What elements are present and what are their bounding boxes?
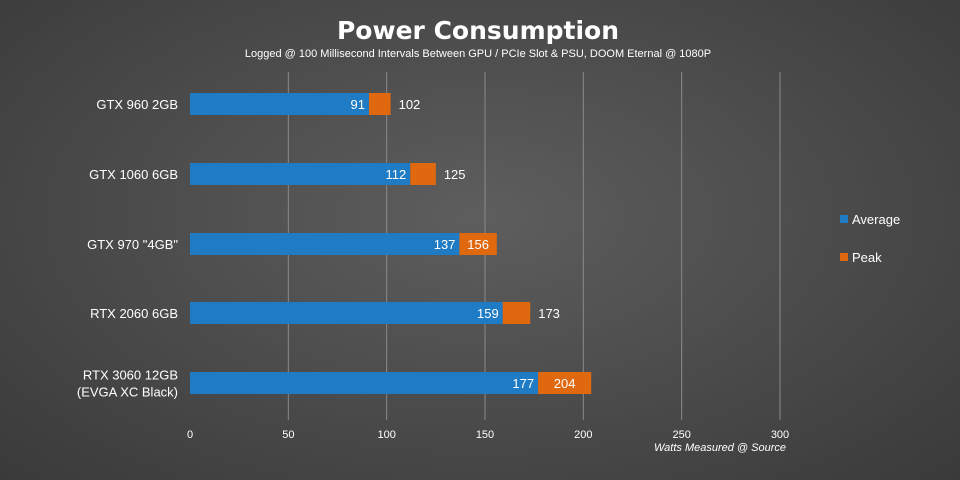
data-label-peak: 204 [554, 376, 576, 391]
x-tick-label: 250 [672, 429, 690, 441]
data-label-average: 112 [386, 167, 407, 182]
category-label: (EVGA XC Black) [77, 385, 178, 400]
bar-average [190, 93, 369, 115]
bar-average [190, 372, 539, 394]
data-label-peak: 156 [467, 237, 489, 252]
data-label-average: 159 [477, 306, 499, 321]
chart-subtitle: Logged @ 100 Millisecond Intervals Betwe… [245, 48, 711, 60]
bar-average [190, 233, 460, 255]
legend: Average Peak [840, 212, 900, 265]
x-tick-label: 150 [476, 429, 494, 441]
data-labels: 91 102 112 125 137 156 159 173 177 204 [350, 97, 575, 391]
bars [190, 93, 592, 394]
x-tick-label: 300 [771, 429, 789, 441]
bar-average [190, 163, 411, 185]
legend-swatch [840, 253, 848, 261]
category-label: GTX 970 "4GB" [87, 237, 178, 252]
data-label-average: 177 [512, 376, 534, 391]
category-label: RTX 2060 6GB [90, 306, 178, 321]
data-label-peak: 102 [399, 97, 421, 112]
bar-average [190, 302, 503, 324]
chart-title: Power Consumption [337, 16, 619, 45]
x-axis-ticks: 0 50 100 150 200 250 300 [187, 429, 789, 441]
bar-peak [410, 163, 436, 185]
data-label-average: 91 [350, 97, 364, 112]
category-labels: GTX 960 2GB GTX 1060 6GB GTX 970 "4GB" RTX … [77, 97, 179, 400]
legend-label: Average [852, 212, 900, 227]
legend-swatch [840, 215, 848, 223]
data-label-peak: 125 [444, 167, 466, 182]
bar-peak [538, 372, 592, 394]
x-tick-label: 200 [574, 429, 592, 441]
data-label-average: 137 [434, 237, 456, 252]
x-tick-label: 100 [377, 429, 395, 441]
x-axis-title: Watts Measured @ Source [654, 442, 786, 454]
category-label: GTX 1060 6GB [89, 167, 178, 182]
category-label: GTX 960 2GB [96, 97, 178, 112]
x-tick-label: 50 [282, 429, 294, 441]
category-label: RTX 3060 12GB [83, 368, 178, 383]
bar-peak [459, 233, 497, 255]
bar-peak [502, 302, 531, 324]
bar-peak [368, 93, 391, 115]
data-label-peak: 173 [538, 306, 560, 321]
x-tick-label: 0 [187, 429, 193, 441]
legend-label: Peak [852, 250, 882, 265]
